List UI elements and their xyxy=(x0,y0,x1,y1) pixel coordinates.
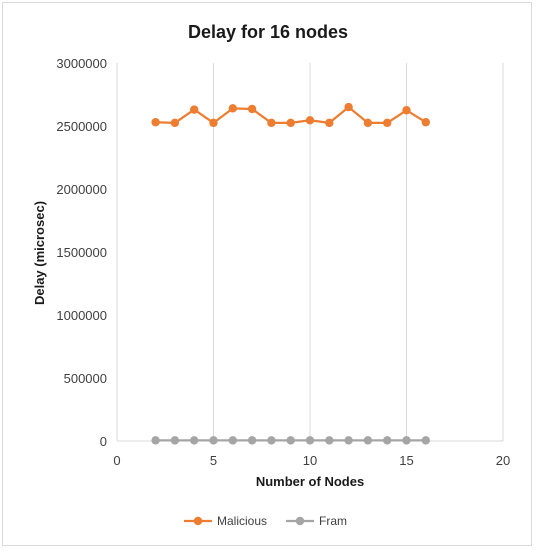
x-tick-label: 15 xyxy=(399,453,413,468)
series-layer xyxy=(151,102,430,445)
data-point xyxy=(228,104,237,113)
x-tick-label: 20 xyxy=(496,453,510,468)
data-point xyxy=(209,118,218,128)
data-point xyxy=(286,436,295,445)
x-tick-label: 10 xyxy=(303,453,317,468)
legend-label: Malicious xyxy=(217,514,267,528)
x-tick-label: 5 xyxy=(210,453,217,468)
data-point xyxy=(363,118,373,128)
data-point xyxy=(170,118,180,128)
series-fram xyxy=(151,436,430,445)
legend-label: Fram xyxy=(319,514,347,528)
y-tick-label: 2000000 xyxy=(56,182,107,197)
y-axis-title: Delay (microsec) xyxy=(32,201,47,305)
chart-title: Delay for 16 nodes xyxy=(188,22,348,42)
data-point xyxy=(305,116,315,125)
legend-item: Fram xyxy=(286,514,347,528)
legend-swatch-marker xyxy=(193,516,203,526)
legend-swatch-marker xyxy=(295,516,305,526)
data-point xyxy=(325,436,334,445)
axis-layer: 0 5 10 15 20 0 500000 1000000 1500000 2000000 2500… xyxy=(56,56,510,468)
y-tick-label: 0 xyxy=(100,434,107,449)
data-point xyxy=(267,436,276,445)
y-tick-label: 3000000 xyxy=(56,56,107,71)
data-point xyxy=(402,106,411,115)
data-point xyxy=(344,102,353,112)
data-point xyxy=(247,104,257,114)
x-tick-label: 0 xyxy=(113,453,120,468)
y-tick-label: 1000000 xyxy=(56,308,107,323)
data-point xyxy=(383,436,392,445)
data-point xyxy=(305,436,315,445)
data-point xyxy=(209,436,218,445)
y-tick-label: 1500000 xyxy=(56,245,107,260)
legend-item: Malicious xyxy=(184,514,267,528)
data-point xyxy=(267,118,276,128)
data-point xyxy=(190,436,199,445)
data-point xyxy=(363,436,373,445)
data-point xyxy=(421,118,430,127)
data-point xyxy=(190,105,199,114)
data-point xyxy=(344,436,353,445)
data-point xyxy=(247,436,257,445)
series-malicious xyxy=(151,102,430,128)
x-axis-title: Number of Nodes xyxy=(256,474,364,489)
data-point xyxy=(151,436,160,445)
data-point xyxy=(421,436,430,445)
y-tick-label: 500000 xyxy=(64,371,107,386)
data-point xyxy=(325,118,334,128)
chart-frame xyxy=(2,2,532,546)
y-tick-label: 2500000 xyxy=(56,119,107,134)
data-point xyxy=(383,118,392,128)
data-point xyxy=(170,436,180,445)
data-point xyxy=(151,118,160,127)
data-point xyxy=(228,436,237,445)
legend: Malicious Fram xyxy=(184,514,347,528)
data-point xyxy=(402,436,411,445)
data-point xyxy=(286,118,295,128)
